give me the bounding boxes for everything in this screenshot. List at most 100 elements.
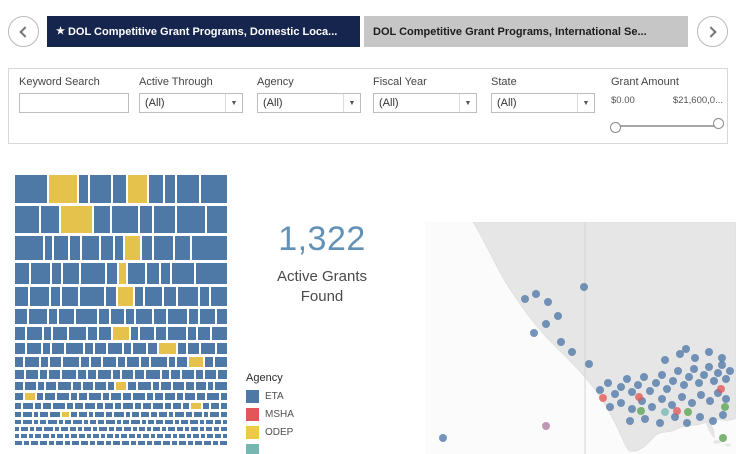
treemap-block[interactable] <box>111 393 121 400</box>
map-point[interactable] <box>717 385 725 393</box>
map-point[interactable] <box>688 399 696 407</box>
treemap-block[interactable] <box>147 393 153 400</box>
keyword-search-input[interactable] <box>19 93 129 113</box>
treemap-block[interactable] <box>200 343 216 354</box>
treemap-block[interactable] <box>106 263 117 284</box>
treemap-block[interactable] <box>203 403 209 409</box>
treemap-block[interactable] <box>46 382 56 390</box>
treemap-block[interactable] <box>15 287 29 306</box>
map-point[interactable] <box>683 419 691 427</box>
treemap-block[interactable] <box>89 175 111 203</box>
dropdown-arrow-icon[interactable]: ▼ <box>459 94 476 112</box>
treemap-block[interactable] <box>105 287 117 306</box>
treemap-block[interactable] <box>64 420 72 424</box>
treemap-block[interactable] <box>126 309 134 324</box>
treemap-block[interactable] <box>116 420 122 424</box>
treemap-block[interactable] <box>24 382 37 390</box>
treemap-block[interactable] <box>48 309 58 324</box>
treemap-block[interactable] <box>138 427 146 431</box>
treemap-block[interactable] <box>39 420 47 424</box>
treemap-block[interactable] <box>133 393 145 400</box>
treemap-block[interactable] <box>189 309 198 324</box>
treemap-block[interactable] <box>106 441 111 445</box>
treemap-block[interactable] <box>137 441 145 445</box>
treemap-block[interactable] <box>165 175 175 203</box>
treemap-block[interactable] <box>159 412 168 417</box>
map-point[interactable] <box>691 354 699 362</box>
treemap-block[interactable] <box>168 357 176 367</box>
treemap-block[interactable] <box>79 287 104 306</box>
map-point[interactable] <box>542 320 550 328</box>
treemap-block[interactable] <box>220 412 227 417</box>
treemap-block[interactable] <box>184 427 190 431</box>
treemap-block[interactable] <box>191 427 198 431</box>
treemap-block[interactable] <box>131 327 139 340</box>
treemap-block[interactable] <box>113 412 125 417</box>
treemap-block[interactable] <box>173 434 177 438</box>
map-point[interactable] <box>661 356 669 364</box>
treemap-block[interactable] <box>25 393 35 400</box>
treemap-block[interactable] <box>23 412 32 417</box>
map-point[interactable] <box>641 415 649 423</box>
treemap-block[interactable] <box>63 263 79 284</box>
treemap-block[interactable] <box>53 327 67 340</box>
treemap-block[interactable] <box>33 412 38 417</box>
treemap-block[interactable] <box>33 420 38 424</box>
treemap-block[interactable] <box>156 420 163 424</box>
map-point[interactable] <box>722 395 730 403</box>
treemap-block[interactable] <box>49 441 54 445</box>
treemap-block[interactable] <box>49 370 61 379</box>
treemap-block[interactable] <box>15 370 24 379</box>
treemap-block[interactable] <box>54 236 68 260</box>
map-point[interactable] <box>719 434 727 442</box>
treemap-block[interactable] <box>154 309 166 324</box>
treemap-block[interactable] <box>15 420 22 424</box>
treemap-block[interactable] <box>93 206 110 233</box>
treemap-block[interactable] <box>121 441 130 445</box>
treemap-block[interactable] <box>95 412 104 417</box>
treemap-block[interactable] <box>69 236 80 260</box>
treemap-block[interactable] <box>218 370 227 379</box>
map-point[interactable] <box>658 371 666 379</box>
treemap-block[interactable] <box>199 420 205 424</box>
treemap-block[interactable] <box>89 412 94 417</box>
treemap-block[interactable] <box>15 382 23 390</box>
map-point[interactable] <box>658 395 666 403</box>
treemap-block[interactable] <box>175 412 184 417</box>
treemap-block[interactable] <box>186 382 194 390</box>
treemap-block[interactable] <box>123 403 133 409</box>
treemap-block[interactable] <box>177 393 183 400</box>
treemap-block[interactable] <box>193 412 203 417</box>
treemap-block[interactable] <box>198 327 211 340</box>
treemap-block[interactable] <box>137 382 152 390</box>
treemap-block[interactable] <box>185 412 192 417</box>
treemap-block[interactable] <box>135 403 141 409</box>
treemap-block[interactable] <box>132 427 137 431</box>
treemap-block[interactable] <box>35 403 41 409</box>
treemap-block[interactable] <box>118 287 133 306</box>
treemap-block[interactable] <box>88 327 98 340</box>
treemap-block[interactable] <box>87 434 91 438</box>
map-point[interactable] <box>648 403 656 411</box>
treemap-block[interactable] <box>98 370 111 379</box>
treemap-block[interactable] <box>128 263 146 284</box>
map-point[interactable] <box>628 405 636 413</box>
treemap-block[interactable] <box>116 382 126 390</box>
treemap-block[interactable] <box>147 441 152 445</box>
treemap-block[interactable] <box>81 236 99 260</box>
dropdown-arrow-icon[interactable]: ▼ <box>225 94 242 112</box>
legend-item[interactable] <box>246 444 294 454</box>
treemap-block[interactable] <box>15 206 40 233</box>
treemap-block[interactable] <box>57 393 69 400</box>
treemap-block[interactable] <box>160 382 171 390</box>
map-point[interactable] <box>709 417 717 425</box>
treemap-block[interactable] <box>35 434 41 438</box>
treemap-block[interactable] <box>29 434 33 438</box>
treemap-block[interactable] <box>220 427 227 431</box>
treemap-block[interactable] <box>149 175 164 203</box>
treemap-block[interactable] <box>94 343 106 354</box>
treemap-block[interactable] <box>151 357 167 367</box>
treemap-block[interactable] <box>131 420 140 424</box>
treemap-block[interactable] <box>67 403 73 409</box>
map-point[interactable] <box>726 367 734 375</box>
